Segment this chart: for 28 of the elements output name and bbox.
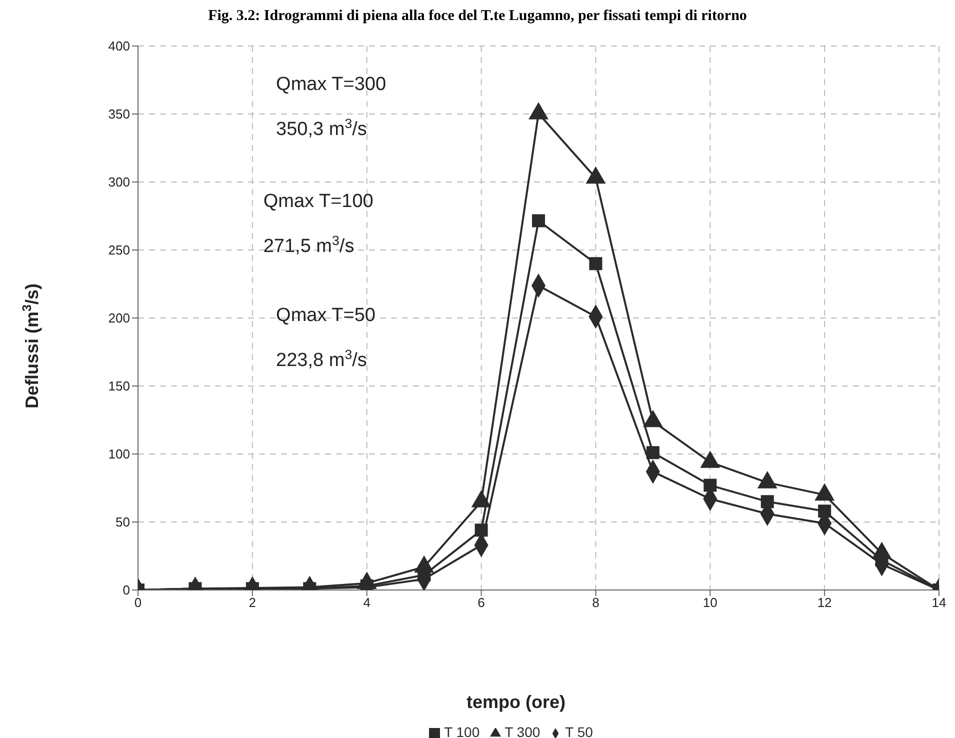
x-tick-label: 8 bbox=[592, 595, 600, 610]
x-tick-label: 6 bbox=[478, 595, 485, 610]
y-tick-label: 200 bbox=[108, 310, 130, 326]
legend-label: T 100 bbox=[444, 724, 480, 738]
x-tick-label: 2 bbox=[248, 595, 256, 610]
x-axis-title: tempo (ore) bbox=[466, 692, 566, 712]
y-tick-label: 100 bbox=[108, 446, 130, 462]
legend-label: T 300 bbox=[504, 724, 540, 738]
y-tick-label: 0 bbox=[122, 582, 130, 598]
annotation: Qmax T=300 bbox=[276, 74, 386, 95]
y-tick-label: 300 bbox=[108, 174, 130, 190]
y-tick-label: 400 bbox=[108, 38, 130, 54]
x-tick-label: 12 bbox=[817, 595, 832, 610]
y-tick-label: 50 bbox=[116, 514, 130, 530]
y-tick-label: 150 bbox=[108, 378, 130, 394]
annotation: 350,3 m$^{3}$/s bbox=[276, 116, 367, 140]
annotation: 271,5 m$^{3}$/s bbox=[263, 232, 354, 257]
annotation: 223,8 m$^{3}$/s bbox=[276, 346, 367, 371]
annotation: Qmax T=50 bbox=[276, 305, 376, 326]
x-tick-label: 14 bbox=[932, 595, 946, 610]
x-tick-label: 10 bbox=[702, 595, 718, 610]
annotation: Qmax T=100 bbox=[263, 191, 374, 212]
y-tick-label: 350 bbox=[108, 106, 130, 122]
y-tick-label: 250 bbox=[108, 242, 130, 258]
x-tick-label: 4 bbox=[363, 595, 370, 610]
chart-title: Fig. 3.2: Idrogrammi di piena alla foce del T.te Lugamno, per fissati tempi di ritorno bbox=[207, 8, 748, 24]
legend-label: T 50 bbox=[565, 724, 593, 738]
x-tick-label: 0 bbox=[134, 595, 142, 610]
